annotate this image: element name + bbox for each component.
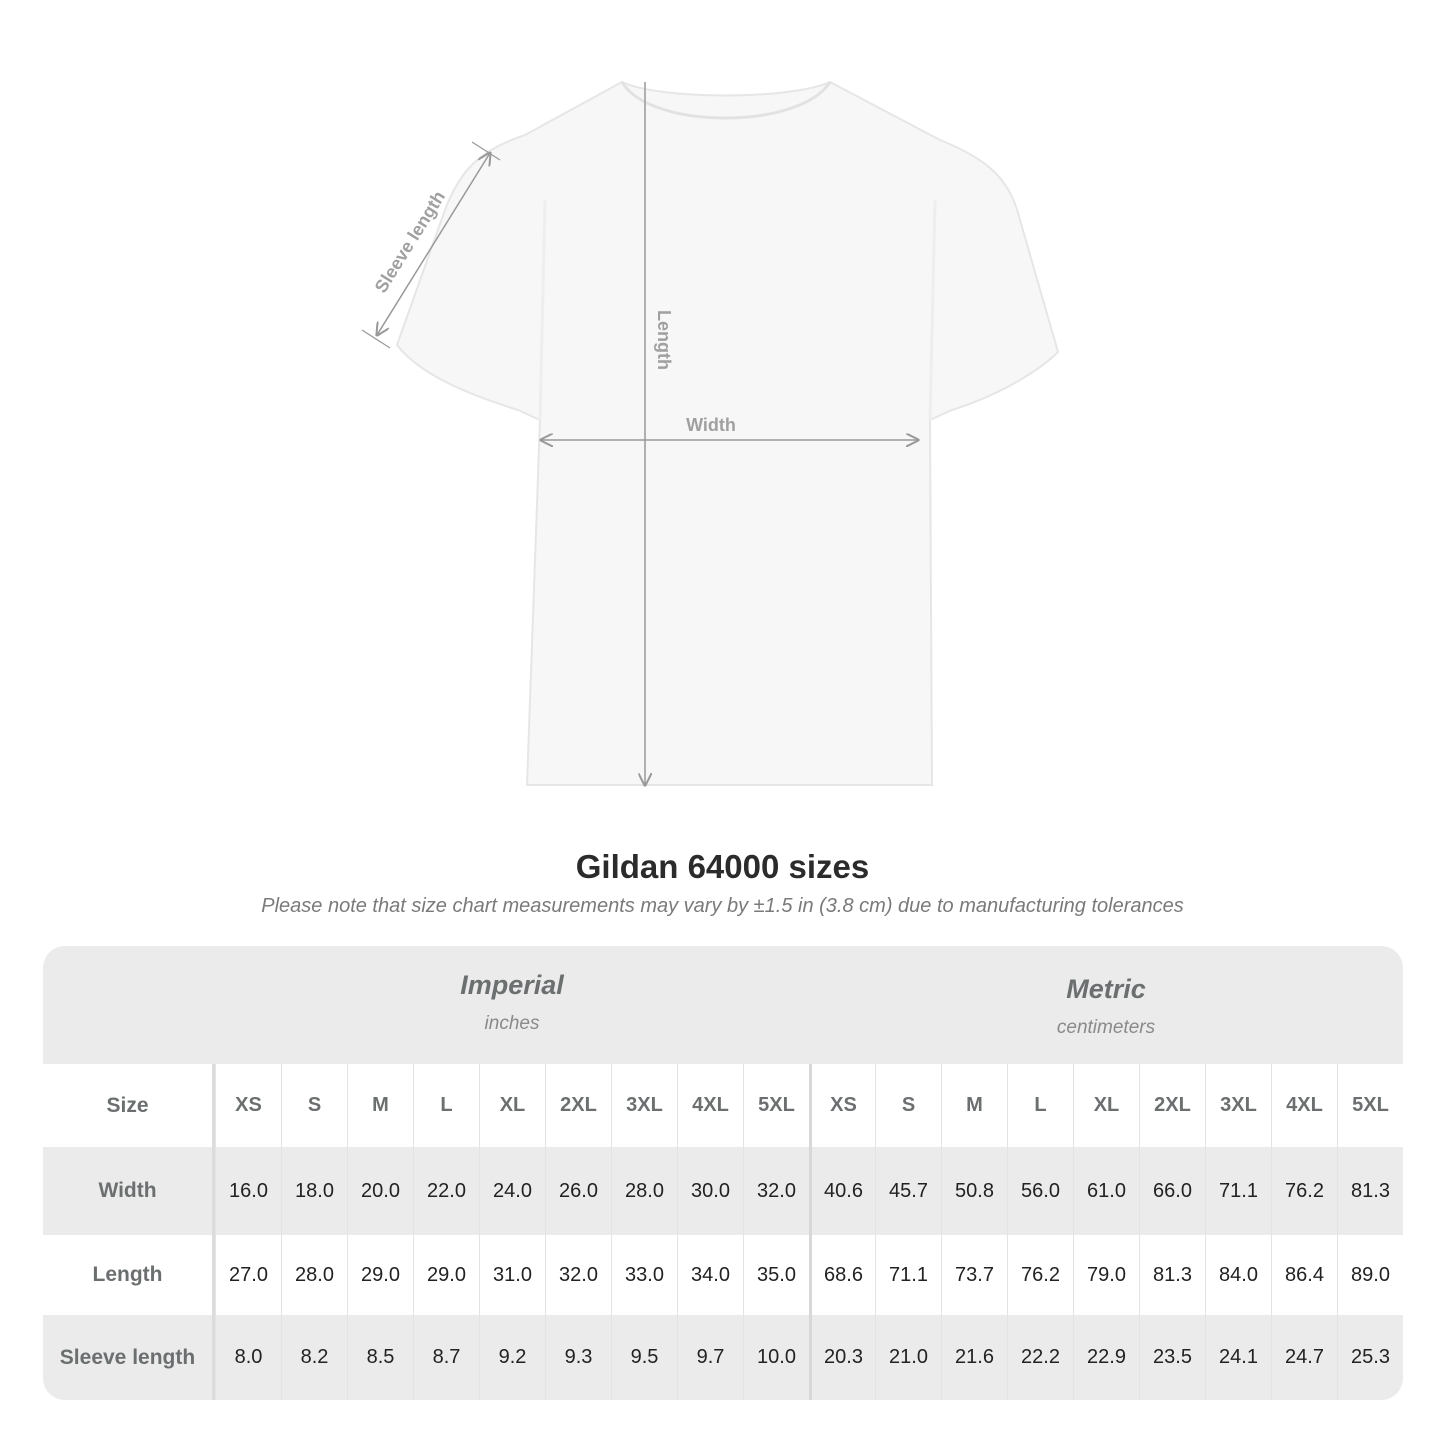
- table-row: Length 27.0 28.0 29.0 29.0 31.0 32.0 33.0 34.0 35…: [43, 1235, 1403, 1315]
- table-cell: 73.7: [941, 1235, 1007, 1315]
- metric-title: Metric: [1066, 974, 1146, 1004]
- table-cell: 22.2: [1007, 1315, 1073, 1400]
- table-cell: 68.6: [809, 1235, 875, 1315]
- table-cell: 32.0: [545, 1235, 611, 1315]
- tolerance-note: Please note that size chart measurements…: [261, 895, 1184, 917]
- size-header-cell: S: [281, 1064, 347, 1147]
- size-header-cell: L: [1007, 1064, 1073, 1147]
- table-cell: 24.1: [1205, 1315, 1271, 1400]
- metric-header: Metric centimeters: [809, 974, 1403, 1092]
- table-cell: 71.1: [875, 1235, 941, 1315]
- table-cell: 21.0: [875, 1315, 941, 1400]
- size-header-cell: M: [941, 1064, 1007, 1147]
- table-cell: 25.3: [1337, 1315, 1403, 1400]
- row-label: Length: [43, 1235, 215, 1315]
- table-cell: 10.0: [743, 1315, 809, 1400]
- size-header-cell: XL: [1073, 1064, 1139, 1147]
- table-cell: 8.5: [347, 1315, 413, 1400]
- table-cell: 9.5: [611, 1315, 677, 1400]
- table-cell: 9.3: [545, 1315, 611, 1400]
- size-header-cell: 2XL: [1139, 1064, 1205, 1147]
- size-header-cell: 3XL: [611, 1064, 677, 1147]
- table-cell: 31.0: [479, 1235, 545, 1315]
- table-cell: 22.0: [413, 1147, 479, 1235]
- size-header-row: Size XS S M L XL 2XL 3XL 4XL 5XL XS S M L XL 2XL 3XL 4XL 5…: [43, 1064, 1403, 1147]
- metric-unit: centimeters: [1056, 1017, 1156, 1038]
- table-cell: 56.0: [1007, 1147, 1073, 1235]
- table-cell: 89.0: [1337, 1235, 1403, 1315]
- table-row: Sleeve length 8.0 8.2 8.5 8.7 9.2 9.3 9.5 9.7 10.…: [43, 1315, 1403, 1400]
- size-chart-table: Imperial inches Metric centimeters Size X…: [43, 946, 1403, 1400]
- imperial-header: Imperial inches: [215, 970, 809, 1088]
- page-title: Gildan 64000 sizes: [575, 848, 870, 885]
- table-cell: 24.7: [1271, 1315, 1337, 1400]
- table-cell: 28.0: [281, 1235, 347, 1315]
- table-cell: 30.0: [677, 1147, 743, 1235]
- table-cell: 81.3: [1139, 1235, 1205, 1315]
- table-cell: 29.0: [347, 1235, 413, 1315]
- size-header-cell: 5XL: [743, 1064, 809, 1147]
- size-header-cell: XL: [479, 1064, 545, 1147]
- width-label: Width: [686, 415, 736, 435]
- table-cell: 33.0: [611, 1235, 677, 1315]
- table-cell: 79.0: [1073, 1235, 1139, 1315]
- table-cell: 35.0: [743, 1235, 809, 1315]
- table-cell: 28.0: [611, 1147, 677, 1235]
- table-cell: 16.0: [215, 1147, 281, 1235]
- length-label: Length: [654, 310, 674, 370]
- size-header-cell: 3XL: [1205, 1064, 1271, 1147]
- table-cell: 8.0: [215, 1315, 281, 1400]
- table-cell: 81.3: [1337, 1147, 1403, 1235]
- size-header-cell: 4XL: [677, 1064, 743, 1147]
- table-cell: 40.6: [809, 1147, 875, 1235]
- table-cell: 23.5: [1139, 1315, 1205, 1400]
- table-cell: 50.8: [941, 1147, 1007, 1235]
- size-header-cell: S: [875, 1064, 941, 1147]
- size-header-cell: L: [413, 1064, 479, 1147]
- size-header-cell: 5XL: [1337, 1064, 1403, 1147]
- table-cell: 20.3: [809, 1315, 875, 1400]
- table-cell: 71.1: [1205, 1147, 1271, 1235]
- sleeve-measure-line: [377, 153, 490, 335]
- table-cell: 32.0: [743, 1147, 809, 1235]
- table-cell: 76.2: [1271, 1147, 1337, 1235]
- table-cell: 8.7: [413, 1315, 479, 1400]
- table-cell: 22.9: [1073, 1315, 1139, 1400]
- table-cell: 61.0: [1073, 1147, 1139, 1235]
- table-cell: 34.0: [677, 1235, 743, 1315]
- table-cell: 20.0: [347, 1147, 413, 1235]
- table-cell: 9.7: [677, 1315, 743, 1400]
- table-cell: 66.0: [1139, 1147, 1205, 1235]
- table-cell: 76.2: [1007, 1235, 1073, 1315]
- imperial-title: Imperial: [460, 970, 564, 1000]
- row-label: Width: [43, 1147, 215, 1235]
- table-cell: 45.7: [875, 1147, 941, 1235]
- table-row: Width 16.0 18.0 20.0 22.0 24.0 26.0 28.0 30.0 32.…: [43, 1147, 1403, 1235]
- row-label: Sleeve length: [43, 1315, 215, 1400]
- table-cell: 21.6: [941, 1315, 1007, 1400]
- size-header-cell: 4XL: [1271, 1064, 1337, 1147]
- size-header-cell: 2XL: [545, 1064, 611, 1147]
- tshirt-diagram: Sleeve length Length Width: [361, 80, 1060, 840]
- table-cell: 24.0: [479, 1147, 545, 1235]
- size-header-cell: M: [347, 1064, 413, 1147]
- size-header-cell: XS: [809, 1064, 875, 1147]
- table-cell: 26.0: [545, 1147, 611, 1235]
- table-cell: 18.0: [281, 1147, 347, 1235]
- table-cell: 84.0: [1205, 1235, 1271, 1315]
- row-label: Size: [43, 1064, 215, 1147]
- table-cell: 86.4: [1271, 1235, 1337, 1315]
- table-cell: 29.0: [413, 1235, 479, 1315]
- size-header-cell: XS: [215, 1064, 281, 1147]
- table-cell: 8.2: [281, 1315, 347, 1400]
- imperial-unit: inches: [484, 1013, 540, 1034]
- table-cell: 9.2: [479, 1315, 545, 1400]
- table-cell: 27.0: [215, 1235, 281, 1315]
